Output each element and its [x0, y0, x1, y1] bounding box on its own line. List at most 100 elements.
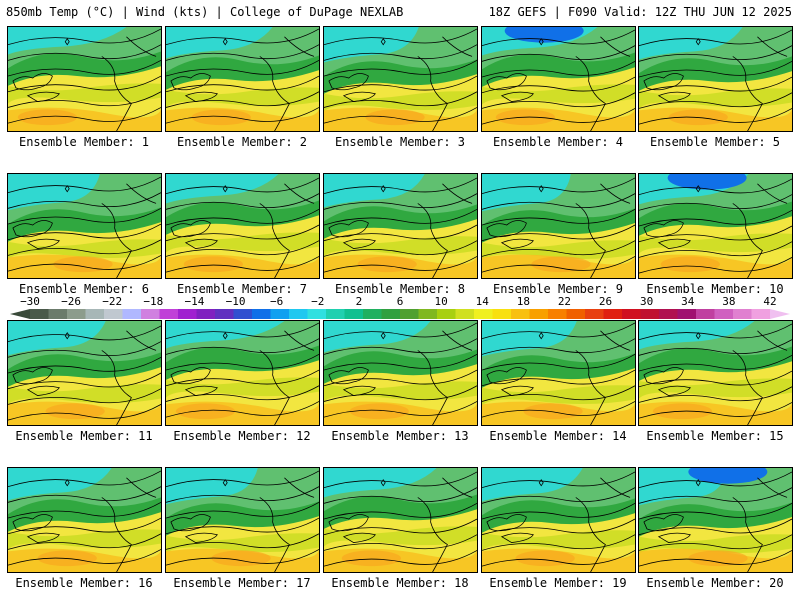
temperature-field	[482, 321, 635, 425]
colorbar-tick-label: 18	[516, 295, 530, 308]
ensemble-member-label: Ensemble Member: 13	[331, 429, 469, 443]
colorbar-tick-label: −22	[102, 295, 123, 308]
ensemble-member-label: Ensemble Member: 3	[334, 135, 466, 149]
colorbar-swatch	[159, 309, 179, 319]
ensemble-member-map	[481, 320, 636, 426]
ensemble-member-label: Ensemble Member: 5	[649, 135, 781, 149]
colorbar-swatch	[326, 309, 345, 319]
colorbar-max-arrow	[770, 309, 790, 319]
temperature-field	[8, 174, 161, 278]
colorbar-tick-label: 26	[598, 295, 613, 308]
colorbar-tick-label: 34	[681, 295, 695, 308]
colorbar-swatch	[363, 309, 382, 319]
colorbar-tick-label: 14	[475, 295, 489, 308]
colorbar-min-arrow	[10, 309, 30, 319]
ensemble-member-label: Ensemble Member: 7	[176, 282, 308, 296]
colorbar-swatch	[289, 309, 308, 319]
colorbar-tick-label: 6	[396, 295, 404, 308]
colorbar-swatch	[381, 309, 401, 319]
temperature-field	[639, 27, 792, 131]
ensemble-member-label: Ensemble Member: 4	[492, 135, 624, 149]
colorbar-swatch	[603, 309, 623, 319]
colorbar-swatch	[492, 309, 512, 319]
ensemble-member-map	[481, 173, 636, 279]
ensemble-member-label: Ensemble Member: 1	[18, 135, 150, 149]
colorbar-swatch	[215, 309, 234, 319]
ensemble-member-map	[323, 320, 478, 426]
ensemble-member-map	[638, 26, 793, 132]
colorbar-swatch	[474, 309, 493, 319]
colorbar-tick-label: 2	[355, 295, 363, 308]
colorbar-swatch	[233, 309, 253, 319]
colorbar-swatch	[48, 309, 68, 319]
ensemble-member-map	[323, 26, 478, 132]
temperature-field	[482, 468, 635, 572]
ensemble-member-label: Ensemble Member: 15	[646, 429, 784, 443]
ensemble-member-map	[481, 467, 636, 573]
temperature-field	[8, 321, 161, 425]
colorbar-swatch	[270, 309, 290, 319]
colorbar-swatch	[196, 309, 216, 319]
colorbar-tick-label: −30	[20, 295, 40, 308]
colorbar-swatch	[122, 309, 142, 319]
colorbar-tick-label: −2	[311, 295, 325, 308]
temperature-field	[166, 174, 319, 278]
ensemble-member-label: Ensemble Member: 6	[18, 282, 150, 296]
ensemble-member-map	[165, 320, 320, 426]
temperature-field	[639, 174, 792, 278]
colorbar-swatch	[178, 309, 197, 319]
colorbar-swatch	[677, 309, 697, 319]
ensemble-member-label: Ensemble Member: 8	[334, 282, 466, 296]
ensemble-member-map	[323, 467, 478, 573]
colorbar-swatch	[418, 309, 438, 319]
colorbar-tick-label: −10	[225, 295, 246, 308]
ensemble-member-map	[323, 173, 478, 279]
colorbar-swatch	[529, 309, 549, 319]
colorbar-swatch	[640, 309, 660, 319]
ensemble-member-label: Ensemble Member: 10	[646, 282, 784, 296]
colorbar-swatch	[141, 309, 160, 319]
colorbar-swatch	[696, 309, 715, 319]
temperature-field	[8, 27, 161, 131]
colorbar-swatch	[511, 309, 530, 319]
colorbar-swatch	[751, 309, 771, 319]
temperature-field	[324, 321, 477, 425]
colorbar-tick-label: 10	[434, 295, 448, 308]
ensemble-member-map	[638, 320, 793, 426]
ensemble-member-map	[7, 467, 162, 573]
ensemble-member-label: Ensemble Member: 11	[15, 429, 153, 443]
temperature-field	[8, 468, 161, 572]
colorbar-swatch	[104, 309, 123, 319]
temperature-field	[166, 468, 319, 572]
colorbar-swatch	[622, 309, 641, 319]
ensemble-member-map	[7, 173, 162, 279]
colorbar-swatch	[400, 309, 419, 319]
colorbar-tick-label: −18	[143, 295, 164, 308]
temperature-field	[166, 321, 319, 425]
ensemble-member-map	[165, 173, 320, 279]
ensemble-member-label: Ensemble Member: 12	[173, 429, 311, 443]
colorbar-tick-label: −26	[61, 295, 82, 308]
temperature-field	[166, 27, 319, 131]
colorbar-swatch	[659, 309, 678, 319]
map-title: 850mb Temp (°C) | Wind (kts) | College o…	[6, 5, 404, 19]
ensemble-member-map	[7, 320, 162, 426]
ensemble-member-map	[7, 26, 162, 132]
colorbar-tick-label: −6	[270, 295, 284, 308]
colorbar-swatch	[437, 309, 456, 319]
temperature-colorbar	[10, 309, 790, 319]
temperature-field	[324, 468, 477, 572]
colorbar-swatch	[67, 309, 86, 319]
ensemble-member-label: Ensemble Member: 14	[489, 429, 627, 443]
ensemble-member-label: Ensemble Member: 9	[492, 282, 624, 296]
temperature-field	[482, 174, 635, 278]
colorbar-tick-label: 42	[763, 295, 777, 308]
ensemble-member-label: Ensemble Member: 20	[646, 576, 784, 590]
temperature-field	[324, 174, 477, 278]
ensemble-member-map	[638, 173, 793, 279]
colorbar-tick-label: 22	[557, 295, 572, 308]
ensemble-member-label: Ensemble Member: 17	[173, 576, 311, 590]
ensemble-member-label: Ensemble Member: 18	[331, 576, 469, 590]
temperature-field	[639, 321, 792, 425]
model-valid-time: 18Z GEFS | F090 Valid: 12Z THU JUN 12 20…	[488, 5, 792, 19]
